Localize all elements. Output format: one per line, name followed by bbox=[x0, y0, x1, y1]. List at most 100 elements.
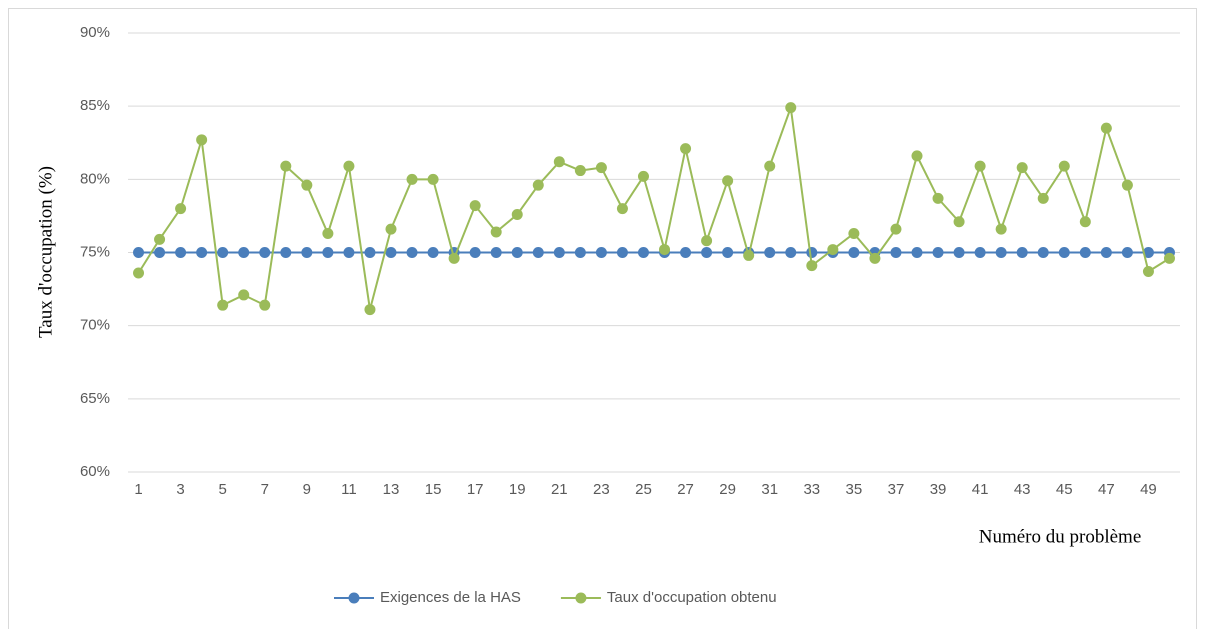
data-point bbox=[1058, 160, 1070, 172]
data-point bbox=[659, 244, 671, 256]
data-point bbox=[448, 252, 460, 264]
data-point bbox=[238, 247, 250, 258]
data-point bbox=[322, 227, 334, 239]
data-point bbox=[890, 247, 902, 258]
y-tick-label: 90% bbox=[80, 24, 110, 41]
data-point bbox=[259, 299, 271, 311]
data-point bbox=[806, 247, 818, 258]
data-point bbox=[1142, 247, 1154, 258]
data-point bbox=[511, 208, 523, 220]
data-point bbox=[953, 216, 965, 228]
data-point bbox=[385, 223, 397, 235]
x-tick-label: 39 bbox=[930, 481, 947, 498]
data-point bbox=[490, 247, 502, 258]
data-point bbox=[722, 247, 734, 258]
x-tick-label: 33 bbox=[803, 481, 820, 498]
x-tick-label: 1 bbox=[134, 481, 142, 498]
x-tick-label: 29 bbox=[719, 481, 736, 498]
data-point bbox=[616, 203, 628, 215]
y-tick-label: 80% bbox=[80, 170, 110, 187]
data-point bbox=[364, 247, 376, 258]
x-tick-label: 31 bbox=[761, 481, 778, 498]
data-point bbox=[280, 160, 292, 172]
data-point bbox=[785, 102, 797, 114]
data-point bbox=[532, 247, 544, 258]
data-point bbox=[680, 143, 692, 155]
data-point bbox=[806, 260, 818, 272]
data-point bbox=[1079, 216, 1091, 228]
data-point bbox=[343, 160, 355, 172]
data-point bbox=[995, 247, 1007, 258]
data-point bbox=[175, 247, 187, 258]
y-tick-label: 65% bbox=[80, 390, 110, 407]
data-point bbox=[1121, 179, 1133, 191]
data-point bbox=[385, 247, 397, 258]
data-point bbox=[974, 160, 986, 172]
legend-marker bbox=[575, 592, 587, 604]
x-tick-label: 21 bbox=[551, 481, 568, 498]
x-tick-label: 47 bbox=[1098, 481, 1115, 498]
x-tick-label: 49 bbox=[1140, 481, 1157, 498]
data-point bbox=[364, 304, 376, 316]
data-point bbox=[574, 165, 586, 177]
data-point bbox=[722, 175, 734, 187]
data-point bbox=[680, 247, 692, 258]
x-tick-label: 25 bbox=[635, 481, 652, 498]
data-point bbox=[1163, 252, 1175, 264]
data-point bbox=[1037, 192, 1049, 204]
data-point bbox=[911, 247, 923, 258]
data-point bbox=[427, 247, 439, 258]
data-point bbox=[217, 299, 229, 311]
x-tick-label: 13 bbox=[383, 481, 400, 498]
data-point bbox=[154, 247, 166, 258]
data-point bbox=[1016, 162, 1028, 174]
data-point bbox=[827, 244, 839, 256]
data-point bbox=[322, 247, 334, 258]
data-point bbox=[1100, 122, 1112, 134]
x-tick-label: 27 bbox=[677, 481, 694, 498]
data-point bbox=[301, 179, 313, 191]
data-point bbox=[532, 179, 544, 191]
data-point bbox=[595, 162, 607, 174]
data-point bbox=[932, 192, 944, 204]
data-point bbox=[764, 160, 776, 172]
data-point bbox=[238, 289, 250, 301]
data-point bbox=[133, 267, 145, 279]
series-line bbox=[137, 107, 1171, 310]
data-point bbox=[974, 247, 986, 258]
x-tick-label: 11 bbox=[341, 481, 357, 498]
data-point bbox=[701, 247, 713, 258]
data-point bbox=[1016, 247, 1028, 258]
data-point bbox=[280, 247, 292, 258]
x-tick-label: 41 bbox=[972, 481, 989, 498]
data-point bbox=[848, 247, 860, 258]
data-point bbox=[259, 247, 271, 258]
data-point bbox=[217, 247, 229, 258]
y-axis-label: Taux d'occupation (%) bbox=[35, 166, 56, 338]
data-point bbox=[196, 134, 208, 146]
x-axis-label: Numéro du problème bbox=[979, 526, 1142, 547]
chart-border bbox=[8, 8, 1197, 629]
data-point bbox=[574, 247, 586, 258]
legend-label: Exigences de la HAS bbox=[380, 589, 521, 606]
legend-marker bbox=[348, 592, 360, 604]
data-point bbox=[743, 249, 755, 261]
data-point bbox=[406, 247, 418, 258]
data-point bbox=[932, 247, 944, 258]
data-point bbox=[1142, 266, 1154, 278]
data-point bbox=[511, 247, 523, 258]
x-tick-label: 7 bbox=[261, 481, 269, 498]
data-point bbox=[1058, 247, 1070, 258]
y-tick-label: 60% bbox=[80, 463, 110, 480]
data-point bbox=[1121, 247, 1133, 258]
data-point bbox=[490, 226, 502, 238]
data-point bbox=[701, 235, 713, 247]
x-tick-label: 5 bbox=[219, 481, 227, 498]
x-tick-label: 19 bbox=[509, 481, 526, 498]
data-point bbox=[427, 173, 439, 185]
data-point bbox=[637, 170, 649, 182]
y-tick-label: 70% bbox=[80, 317, 110, 334]
data-point bbox=[553, 247, 565, 258]
data-point bbox=[637, 247, 649, 258]
